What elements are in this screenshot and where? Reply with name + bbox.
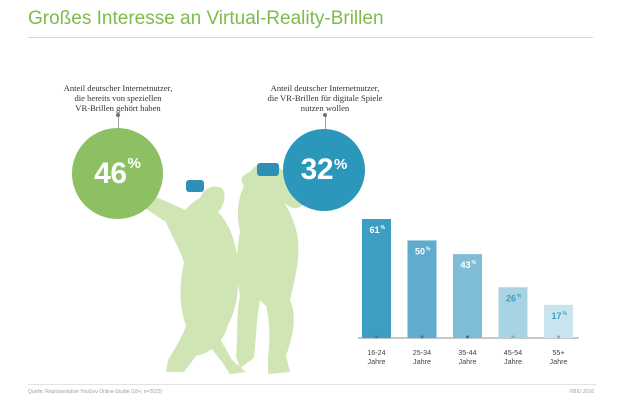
figure-silhouettes <box>120 163 306 374</box>
callout-left-stem <box>118 116 119 138</box>
category-tick-label: Jahre <box>550 357 568 366</box>
bar <box>407 240 437 338</box>
callout-left-line: die bereits von speziellen <box>74 93 162 103</box>
bar-tick-dot <box>374 335 379 339</box>
callout-left-text: Anteil deutscher Internetnutzer, die ber… <box>43 83 193 113</box>
bar-tick-dot <box>420 335 424 339</box>
callout-right-line: Anteil deutscher Internetnutzer, <box>270 83 380 93</box>
awareness-percentage-circle: 46% <box>72 128 163 219</box>
callout-left-dot <box>116 113 120 117</box>
footer-divider <box>28 384 596 385</box>
category-tick-label: 25-34 <box>413 348 431 357</box>
bar-value-suffix: % <box>426 246 431 252</box>
left-person-leg <box>200 320 246 374</box>
left-vr-headset <box>186 180 204 192</box>
callout-right-line: die VR-Brillen für digitale Spiele <box>267 93 383 103</box>
awareness-value: 46 <box>94 156 127 190</box>
bar <box>544 304 573 338</box>
bar-value-label: 43 <box>460 260 470 270</box>
bar-value-suffix: % <box>381 225 386 231</box>
category-tick-label: Jahre <box>459 357 477 366</box>
gaming-intent-percentage-circle: 32% <box>283 129 365 211</box>
category-tick-label: 45-54 <box>504 348 522 357</box>
callout-right-text: Anteil deutscher Internetnutzer, die VR-… <box>250 83 400 113</box>
bar-value-label: 50 <box>415 246 425 256</box>
bar-value-label: 17 <box>551 311 561 321</box>
right-vr-headset <box>257 163 279 176</box>
category-tick-label: Jahre <box>413 357 431 366</box>
bar-value-suffix: % <box>517 293 522 299</box>
bar-value-suffix: % <box>472 260 477 266</box>
bar-tick-dot <box>556 335 561 339</box>
bar-tick-dot <box>465 335 470 339</box>
source-note: Quelle: Repräsentative YouGov Online-Stu… <box>28 389 163 395</box>
callout-right-stem <box>325 116 326 134</box>
gaming-intent-value: 32 <box>300 153 334 186</box>
callout-left-line: Anteil deutscher Internetnutzer, <box>63 83 173 93</box>
copyright-note: ©BIU 2016 <box>569 389 594 395</box>
bar <box>453 254 482 338</box>
page-title: Großes Interesse an Virtual-Reality-Bril… <box>28 8 384 29</box>
bar <box>362 219 391 338</box>
bar-value-suffix: % <box>563 311 568 317</box>
bar-tick-dot <box>511 335 515 339</box>
category-tick-label: 55+ <box>552 348 564 357</box>
bar-value-label: 61 <box>369 225 379 235</box>
bar <box>498 287 528 338</box>
callout-right-line: nutzen wollen <box>300 103 350 113</box>
title-divider <box>28 37 593 38</box>
callout-left-line: VR-Brillen gehört haben <box>75 103 161 113</box>
category-tick-label: Jahre <box>504 357 522 366</box>
category-tick-label: 35-44 <box>458 348 476 357</box>
callout-right-dot <box>323 113 327 117</box>
category-tick-label: Jahre <box>368 357 386 366</box>
right-person-silhouette <box>236 163 306 374</box>
gaming-intent-unit: % <box>334 156 348 173</box>
bar-value-label: 26 <box>506 293 516 303</box>
category-tick-label: 16-24 <box>367 348 385 357</box>
awareness-unit: % <box>127 155 141 172</box>
